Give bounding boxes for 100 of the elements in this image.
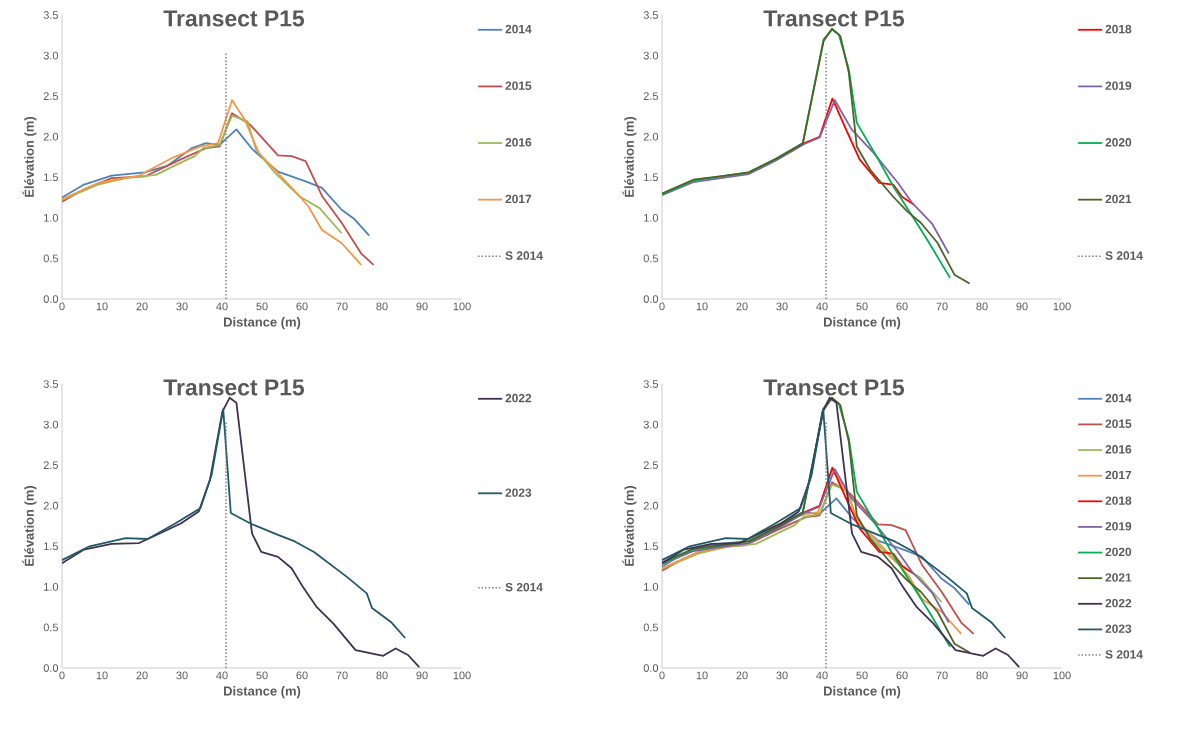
x-tick-label: 0 [659, 302, 665, 311]
x-tick-label: 0 [59, 302, 65, 311]
x-tick-label: 100 [1053, 671, 1071, 680]
y-tick-label: 0.5 [43, 254, 59, 263]
x-tick-label: 20 [136, 671, 148, 680]
legend-label: 2016 [1105, 445, 1132, 454]
legend-label: 2018 [1105, 24, 1132, 34]
x-tick-label: 40 [816, 302, 828, 311]
y-tick-label: 0.5 [43, 623, 59, 632]
x-tick-label: 80 [976, 671, 988, 680]
legend-label: 2020 [1105, 547, 1132, 557]
legend-label: 2021 [1105, 194, 1132, 204]
legend-label: 2017 [505, 194, 532, 204]
chart-title: Transect P15 [163, 10, 305, 27]
y-tick-label: 3.0 [643, 420, 659, 429]
chart-title: Transect P15 [763, 379, 905, 396]
y-tick-label: 3.0 [43, 420, 59, 429]
y-tick-label: 2.5 [643, 461, 659, 470]
x-tick-label: 70 [936, 302, 948, 311]
line-series [62, 128, 371, 237]
legend-label: S 2014 [1105, 650, 1143, 659]
x-axis-title: Distance (m) [224, 317, 301, 330]
y-tick-label: 1.0 [44, 582, 59, 591]
y-tick-label: 0.0 [643, 664, 659, 672]
y-tick-label: 3.5 [643, 380, 659, 388]
legend-label: 2020 [1105, 138, 1132, 147]
x-tick-label: 20 [136, 302, 148, 311]
y-tick-label: 1.5 [644, 173, 659, 182]
legend-label: 2022 [1105, 598, 1132, 608]
legend-label: S 2014 [1105, 251, 1143, 260]
y-tick-label: 3.5 [43, 380, 59, 388]
x-tick-label: 80 [376, 671, 388, 680]
x-tick-label: 50 [256, 671, 268, 680]
line-series [662, 483, 943, 604]
y-tick-label: 1.0 [644, 582, 659, 591]
x-tick-label: 100 [453, 671, 471, 680]
x-tick-label: 20 [736, 671, 748, 680]
y-tick-label: 3.0 [43, 51, 59, 60]
line-series [662, 408, 1007, 639]
legend-label: 2015 [505, 81, 532, 90]
x-tick-label: 0 [659, 671, 665, 680]
x-tick-label: 90 [1016, 671, 1028, 680]
line-series [62, 114, 343, 235]
x-tick-label: 90 [1016, 302, 1028, 311]
x-tick-label: 60 [896, 671, 908, 680]
x-tick-label: 90 [416, 671, 428, 680]
legend-label: 2015 [1105, 419, 1132, 428]
legend-label: 2023 [505, 488, 532, 497]
y-tick-label: 3.0 [643, 51, 659, 60]
y-tick-label: 0.5 [643, 254, 659, 263]
y-tick-label: 1.0 [644, 213, 659, 222]
x-tick-label: 30 [776, 671, 788, 680]
y-axis-title: Élévation (m) [22, 485, 37, 566]
legend-label: 2017 [1105, 470, 1132, 480]
y-tick-label: 0.0 [43, 664, 59, 672]
legend-label: 2019 [1105, 81, 1132, 90]
legend-label: S 2014 [505, 582, 543, 592]
x-tick-label: 100 [453, 302, 471, 311]
y-tick-label: 0.5 [643, 623, 659, 632]
x-tick-label: 80 [376, 302, 388, 311]
y-tick-label: 2.5 [43, 92, 59, 101]
x-tick-label: 40 [816, 671, 828, 680]
y-tick-label: 2.0 [643, 501, 659, 510]
y-tick-label: 2.5 [43, 461, 59, 470]
x-axis-title: Distance (m) [824, 317, 901, 330]
x-tick-label: 60 [296, 671, 308, 680]
line-series [62, 396, 421, 668]
x-tick-label: 30 [176, 671, 188, 680]
legend-label: 2022 [505, 393, 532, 403]
x-tick-label: 70 [336, 302, 348, 311]
y-tick-label: 2.0 [43, 501, 59, 510]
x-tick-label: 60 [296, 302, 308, 311]
x-tick-label: 70 [936, 671, 948, 680]
legend-label: 2014 [1105, 393, 1132, 403]
x-tick-label: 10 [696, 302, 708, 311]
legend-label: 2018 [1105, 496, 1132, 505]
x-tick-label: 30 [776, 302, 788, 311]
x-tick-label: 80 [976, 302, 988, 311]
x-axis-title: Distance (m) [824, 686, 901, 699]
line-series [62, 408, 407, 639]
chart-title: Transect P15 [763, 10, 905, 27]
x-tick-label: 10 [96, 302, 108, 311]
y-tick-label: 3.5 [43, 11, 59, 19]
x-tick-label: 10 [96, 671, 108, 680]
y-tick-label: 2.5 [643, 92, 659, 101]
legend-label: 2023 [1105, 624, 1132, 633]
legend-label: 2014 [505, 24, 532, 34]
x-tick-label: 20 [736, 302, 748, 311]
x-tick-label: 50 [856, 671, 868, 680]
y-axis-title: Élévation (m) [622, 485, 637, 566]
line-series [662, 396, 1021, 668]
y-tick-label: 2.0 [643, 132, 659, 141]
y-tick-label: 1.5 [644, 542, 659, 551]
x-tick-label: 40 [216, 671, 228, 680]
y-tick-label: 1.5 [44, 173, 59, 182]
y-tick-label: 2.0 [43, 132, 59, 141]
legend-label: 2021 [1105, 573, 1132, 582]
y-tick-label: 0.0 [43, 295, 59, 303]
x-tick-label: 70 [336, 671, 348, 680]
x-tick-label: 50 [856, 302, 868, 311]
